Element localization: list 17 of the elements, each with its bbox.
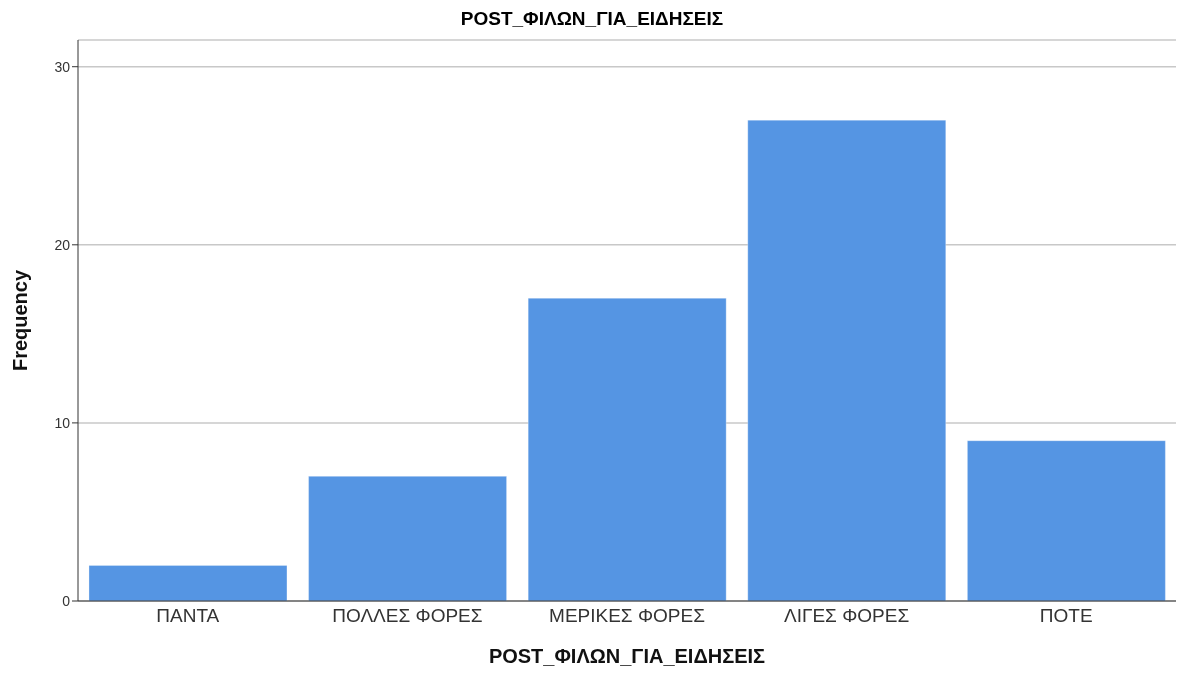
bar (966, 440, 1166, 601)
x-axis-title: POST_ΦΙΛΩΝ_ΓΙΑ_ΕΙΔΗΣΕΙΣ (488, 645, 766, 667)
bar (747, 119, 947, 601)
bar (527, 297, 727, 601)
x-tick-label: ΠΟΛΛΕΣ ΦΟΡΕΣ (332, 605, 483, 627)
y-tick-label: 0 (62, 592, 71, 609)
bar (88, 564, 288, 601)
chart-title: POST_ΦΙΛΩΝ_ΓΙΑ_ΕΙΔΗΣΕΙΣ (459, 8, 725, 31)
x-tick-label: ΠΟΤΕ (1039, 605, 1093, 627)
y-tick-label: 20 (54, 236, 71, 253)
bar (308, 475, 508, 601)
x-tick-label: ΜΕΡΙΚΕΣ ΦΟΡΕΣ (549, 605, 705, 627)
x-tick-label: ΠΑΝΤΑ (156, 605, 220, 627)
x-tick-label: ΛΙΓΕΣ ΦΟΡΕΣ (784, 605, 910, 627)
y-tick-label: 10 (54, 414, 71, 431)
y-tick-label: 30 (54, 58, 71, 75)
y-axis-title: Frequency (9, 269, 32, 372)
